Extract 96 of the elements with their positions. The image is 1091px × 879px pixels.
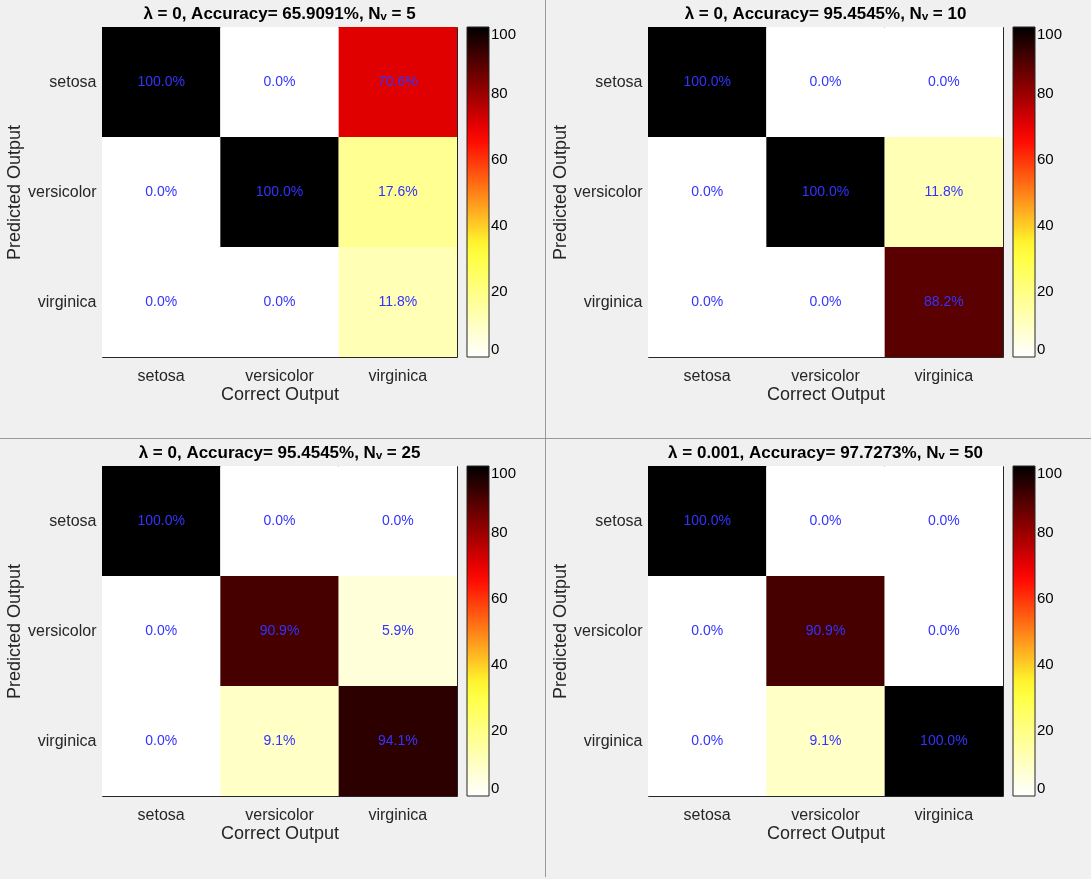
- x-axis-title: Correct Output: [220, 383, 340, 404]
- color-bar-label: 60: [491, 589, 508, 606]
- data-label: 100.0%: [683, 512, 731, 528]
- color-bar-label: 100: [1037, 464, 1063, 481]
- data-label: 100.0%: [683, 73, 731, 89]
- data-label: 0.0%: [263, 293, 296, 309]
- color-bar-label: 40: [1037, 655, 1054, 672]
- y-tick-label: setosa: [49, 512, 97, 529]
- x-tick-label: setosa: [683, 805, 731, 823]
- x-tick-label: virginica: [368, 366, 428, 384]
- color-bar-label: 80: [1037, 523, 1054, 540]
- color-bar-label: 20: [491, 282, 508, 299]
- data-label: 0.0%: [145, 622, 178, 638]
- data-label: 5.9%: [381, 622, 414, 638]
- data-label: 0.0%: [809, 293, 842, 309]
- color-bar-label: 60: [1037, 589, 1054, 606]
- data-label: 100.0%: [920, 732, 968, 748]
- color-bar-label: 0: [1037, 779, 1046, 796]
- x-axis-title: Correct Output: [766, 383, 886, 404]
- x-tick-label: versicolor: [791, 366, 861, 384]
- y-axis-title: Predicted Output: [4, 563, 25, 700]
- color-bar-label: 20: [491, 721, 508, 738]
- color-bar-label: 100: [1037, 25, 1063, 42]
- y-tick-label: versicolor: [28, 183, 98, 200]
- data-label: 0.0%: [927, 512, 960, 528]
- x-tick-label: versicolor: [245, 366, 315, 384]
- color-bar-label: 20: [1037, 282, 1054, 299]
- color-bar-label: 0: [491, 340, 500, 357]
- color-bar-label: 80: [491, 84, 508, 101]
- y-tick-label: versicolor: [574, 622, 644, 639]
- data-label: 88.2%: [923, 293, 964, 309]
- y-tick-label: versicolor: [28, 622, 98, 639]
- data-label: 11.8%: [378, 293, 418, 309]
- data-label: 94.1%: [377, 732, 418, 748]
- x-tick-label: virginica: [914, 805, 974, 823]
- x-tick-label: setosa: [683, 366, 731, 384]
- y-tick-label: setosa: [595, 512, 643, 529]
- data-label: 0.0%: [691, 293, 724, 309]
- data-label: 0.0%: [809, 73, 842, 89]
- color-bar-label: 40: [491, 216, 508, 233]
- y-tick-label: setosa: [49, 73, 97, 90]
- color-bar-label: 60: [1037, 150, 1054, 167]
- x-tick-label: virginica: [368, 805, 428, 823]
- data-label: 11.8%: [924, 183, 964, 199]
- data-label: 90.9%: [805, 622, 846, 638]
- data-label: 17.6%: [377, 183, 418, 199]
- x-tick-label: virginica: [914, 366, 974, 384]
- chart-title: λ = 0, Accuracy= 95.4545%, Nᵥ = 10: [684, 4, 967, 23]
- chart-title: λ = 0, Accuracy= 65.9091%, Nᵥ = 5: [143, 4, 416, 23]
- data-label: 0.0%: [263, 73, 296, 89]
- x-axis-title: Correct Output: [766, 822, 886, 843]
- y-tick-label: versicolor: [574, 183, 644, 200]
- data-label: 90.9%: [259, 622, 300, 638]
- data-label: 0.0%: [927, 622, 960, 638]
- x-tick-label: setosa: [137, 805, 185, 823]
- data-label: 70.6%: [377, 73, 418, 89]
- color-bar-label: 0: [1037, 340, 1046, 357]
- color-bar-label: 40: [491, 655, 508, 672]
- color-bar-label: 80: [491, 523, 508, 540]
- data-label: 0.0%: [691, 732, 724, 748]
- data-label: 100.0%: [255, 183, 304, 199]
- color-bar-label: 100: [491, 464, 517, 481]
- y-axis-title: Predicted Output: [550, 563, 571, 700]
- data-label: 100.0%: [801, 183, 850, 199]
- y-axis-title: Predicted Output: [4, 124, 25, 261]
- data-label: 100.0%: [137, 73, 185, 89]
- data-label: 0.0%: [263, 512, 296, 528]
- data-label: 0.0%: [145, 293, 178, 309]
- data-label: 0.0%: [691, 622, 724, 638]
- chart-title: λ = 0, Accuracy= 95.4545%, Nᵥ = 25: [138, 443, 421, 462]
- y-tick-label: virginica: [583, 732, 643, 749]
- data-label: 0.0%: [145, 732, 178, 748]
- color-bar-label: 0: [491, 779, 500, 796]
- color-bar-label: 40: [1037, 216, 1054, 233]
- data-label: 0.0%: [381, 512, 414, 528]
- chart-title: λ = 0.001, Accuracy= 97.7273%, Nᵥ = 50: [668, 443, 983, 462]
- y-tick-label: virginica: [37, 732, 97, 749]
- data-label: 9.1%: [809, 732, 842, 748]
- data-label: 9.1%: [263, 732, 296, 748]
- y-axis-title: Predicted Output: [550, 124, 571, 261]
- color-bar-label: 60: [491, 150, 508, 167]
- data-label: 100.0%: [137, 512, 185, 528]
- x-axis-title: Correct Output: [220, 822, 340, 843]
- color-bar-label: 80: [1037, 84, 1054, 101]
- y-tick-label: virginica: [37, 293, 97, 310]
- data-label: 0.0%: [809, 512, 842, 528]
- color-bar-label: 100: [491, 25, 517, 42]
- y-tick-label: virginica: [583, 293, 643, 310]
- x-tick-label: setosa: [137, 366, 185, 384]
- y-tick-label: setosa: [595, 73, 643, 90]
- data-label: 0.0%: [691, 183, 724, 199]
- x-tick-label: versicolor: [245, 805, 315, 823]
- data-label: 0.0%: [145, 183, 178, 199]
- x-tick-label: versicolor: [791, 805, 861, 823]
- color-bar-label: 20: [1037, 721, 1054, 738]
- data-label: 0.0%: [927, 73, 960, 89]
